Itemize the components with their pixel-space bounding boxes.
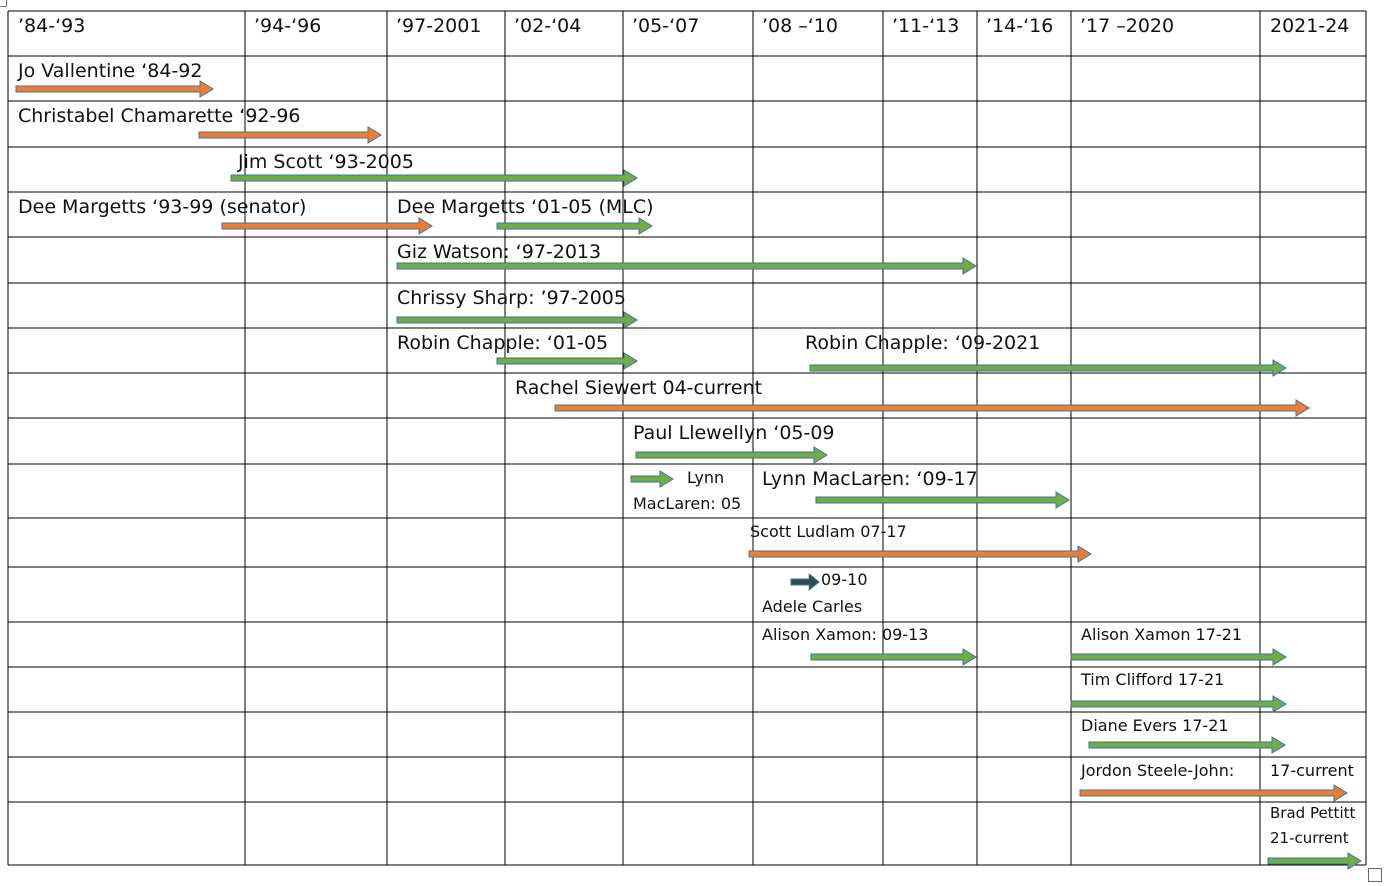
member-label: Giz Watson: ‘97-2013 bbox=[397, 241, 602, 263]
member-label: 17-current bbox=[1270, 761, 1354, 780]
column-header: ’17 –2020 bbox=[1080, 15, 1175, 37]
member-label: Paul Llewellyn ‘05-09 bbox=[633, 422, 835, 444]
member-label: Brad Pettitt bbox=[1270, 804, 1356, 822]
column-header: ’14-‘16 bbox=[986, 15, 1054, 37]
table-resize-handle[interactable] bbox=[1368, 868, 1382, 882]
member-label: Tim Clifford 17-21 bbox=[1081, 670, 1225, 689]
member-label: Christabel Chamarette ‘92-96 bbox=[18, 105, 301, 127]
member-label: Dee Margetts ‘93-99 (senator) bbox=[18, 196, 307, 218]
member-label: Lynn bbox=[687, 468, 725, 487]
column-header: 2021-24 bbox=[1270, 15, 1350, 37]
column-header: ’08 –‘10 bbox=[762, 15, 838, 37]
column-header: ’05-‘07 bbox=[632, 15, 700, 37]
member-label: 09-10 bbox=[821, 570, 868, 589]
member-label: Diane Evers 17-21 bbox=[1081, 716, 1229, 735]
member-label: MacLaren: 05 bbox=[633, 494, 742, 513]
member-label: Lynn MacLaren: ‘09-17 bbox=[762, 468, 978, 490]
column-header: ’84-‘93 bbox=[18, 15, 86, 37]
member-label: Scott Ludlam 07-17 bbox=[750, 522, 907, 541]
member-label: Chrissy Sharp: ’97-2005 bbox=[397, 287, 626, 309]
column-header: ’94-‘96 bbox=[254, 15, 322, 37]
member-label: 21-current bbox=[1270, 829, 1349, 847]
member-label: Robin Chapple: ‘09-2021 bbox=[805, 332, 1041, 354]
column-header: ’02-‘04 bbox=[514, 15, 582, 37]
member-label: Dee Margetts ‘01-05 (MLC) bbox=[397, 196, 654, 218]
member-label: Alison Xamon: 09-13 bbox=[762, 625, 929, 644]
column-header: ’97-2001 bbox=[396, 15, 482, 37]
member-label: Alison Xamon 17-21 bbox=[1081, 625, 1243, 644]
table-move-handle[interactable] bbox=[0, 0, 7, 7]
column-header: ’11-‘13 bbox=[892, 15, 960, 37]
member-label: Rachel Siewert 04-current bbox=[515, 377, 763, 399]
member-label: Adele Carles bbox=[762, 597, 863, 616]
member-label: Jo Vallentine ‘84-92 bbox=[18, 60, 203, 82]
member-label: Robin Chapple: ‘01-05 bbox=[397, 332, 609, 354]
member-label: Jordon Steele-John: bbox=[1081, 761, 1235, 780]
member-label: Jim Scott ‘93-2005 bbox=[238, 151, 414, 173]
